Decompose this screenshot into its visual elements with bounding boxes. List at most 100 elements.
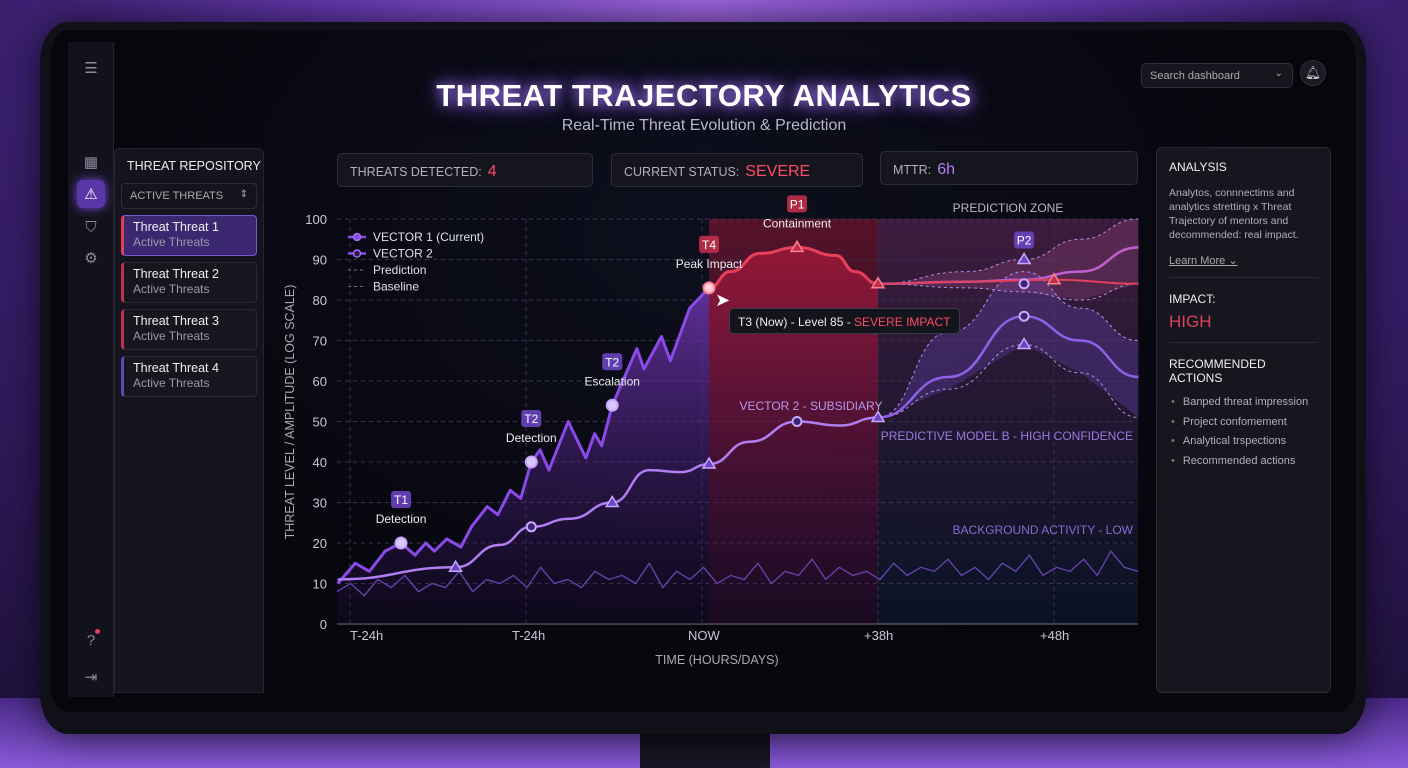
annotation-label: Peak Impact: [676, 257, 743, 271]
learn-more-link[interactable]: Learn More ⌄: [1169, 254, 1318, 267]
repository-title: THREAT REPOSITORY: [127, 159, 261, 173]
x-tick-label: +48h: [1040, 628, 1069, 643]
x-tick-label: +38h: [864, 628, 893, 643]
y-axis-label: THREAT LEVEL / AMPLITUDE (LOG SCALE): [283, 285, 297, 540]
threat-filter-select[interactable]: ACTIVE THREATS ⇕: [121, 183, 257, 209]
threat-subtitle: Active Threats: [133, 329, 210, 343]
annotation-tag-box: [1014, 231, 1035, 249]
data-point-triangle: [604, 495, 620, 508]
impact-label: IMPACT:: [1169, 292, 1216, 306]
threat-list-item[interactable]: Threat Threat 3 Active Threats: [121, 309, 257, 350]
data-point-triangle: [701, 456, 717, 469]
critical-area: [709, 247, 878, 624]
learn-more-label: Learn More: [1169, 255, 1226, 267]
threat-title: Threat Threat 3: [133, 314, 219, 328]
annotation-label: Detection: [376, 512, 427, 526]
annotation-tag: T1: [394, 493, 408, 507]
search-input[interactable]: Search dashboard ⌄: [1141, 63, 1293, 88]
action-item[interactable]: Project confomement: [1171, 413, 1318, 433]
baseline-line: [336, 549, 1139, 597]
predictive-model-label: PREDICTIVE MODEL B - HIGH CONFIDENCE: [881, 429, 1133, 443]
mttr-card: MTTR: 6h: [880, 151, 1138, 185]
x-tick-label: NOW: [688, 628, 721, 643]
shield-icon[interactable]: ⛉: [85, 218, 97, 236]
legend-entry: Prediction: [373, 263, 426, 277]
analysis-text: Analytos, connnectims and analytics stre…: [1169, 187, 1299, 241]
prediction-upper-line: [877, 271, 1139, 418]
data-point-circle: [791, 416, 803, 427]
y-tick-label: 100: [305, 212, 327, 227]
filter-value: ACTIVE THREATS: [130, 190, 224, 202]
data-point-triangle: [789, 239, 805, 253]
tooltip-severity: SEVERE IMPACT: [854, 315, 951, 329]
threat-list-item[interactable]: Threat Threat 4 Active Threats: [121, 356, 257, 397]
prediction-lower-line: [877, 283, 1139, 301]
bell-icon[interactable]: 🔔︎: [1300, 60, 1326, 86]
analysis-panel: ANALYSIS Analytos, connnectims and analy…: [1156, 147, 1331, 693]
annotation-tag: T2: [524, 412, 538, 426]
prediction-zone-label: PREDICTION ZONE: [953, 201, 1064, 215]
menu-icon[interactable]: ☰: [84, 60, 98, 77]
annotation-tag-box: [391, 491, 412, 508]
annotation-tag-box: [699, 235, 720, 253]
y-tick-label: 70: [313, 334, 327, 349]
annotation-label: Containment: [763, 216, 832, 230]
threat-subtitle: Active Threats: [133, 282, 210, 296]
page-subtitle: Real-Time Threat Evolution & Prediction: [561, 117, 847, 134]
annotation-label: Escalation: [585, 374, 640, 388]
data-point-circle: [1018, 278, 1030, 290]
chevron-down-icon: ⌄: [1228, 255, 1238, 267]
y-tick-label: 50: [313, 415, 327, 430]
threats-label: THREATS DETECTED:: [350, 165, 482, 179]
annotation-tag: P1: [790, 197, 805, 211]
analysis-title: ANALYSIS: [1169, 160, 1227, 174]
vector1-area: [337, 287, 710, 624]
icon-rail: ☰ ▦ ⚠ ⛉ ⚙ ? ⇥: [68, 42, 114, 697]
prediction-band: [878, 271, 1139, 418]
status-label: CURRENT STATUS:: [624, 165, 740, 179]
annotation-tag-box: [521, 410, 542, 427]
threat-subtitle: Active Threats: [133, 376, 210, 390]
legend-entry: VECTOR 2: [373, 247, 433, 261]
threat-title: Threat Threat 1: [133, 220, 219, 234]
divider: [1169, 277, 1318, 278]
legend-swatch-marker: [352, 249, 362, 258]
action-item[interactable]: Banped threat impression: [1171, 393, 1318, 413]
divider: [1169, 342, 1318, 343]
page-title: THREAT TRAJECTORY ANALYTICS: [436, 78, 972, 113]
threat-list-item[interactable]: Threat Threat 1 Active Threats: [121, 215, 257, 256]
grid-icon[interactable]: ▦: [83, 154, 99, 171]
updown-icon: ⇕: [239, 189, 248, 200]
alert-icon[interactable]: ⚠: [77, 180, 105, 208]
data-point-triangle: [1016, 337, 1032, 350]
status-value: SEVERE: [745, 163, 811, 180]
logout-icon[interactable]: ⇥: [84, 669, 98, 686]
threat-repository: THREAT REPOSITORY ACTIVE THREATS ⇕ Threat…: [114, 148, 264, 693]
help-icon[interactable]: ?: [77, 626, 105, 654]
data-point-circle: [524, 455, 538, 469]
action-item[interactable]: Analytical trspections: [1171, 432, 1318, 452]
threat-title: Threat Threat 2: [133, 267, 219, 281]
y-tick-label: 90: [313, 253, 327, 268]
gear-icon[interactable]: ⚙: [84, 250, 98, 267]
y-tick-label: 20: [313, 536, 327, 551]
threats-value: 4: [487, 163, 497, 180]
data-point-triangle: [1046, 272, 1062, 285]
annotation-tag-box: [602, 353, 623, 371]
impact-value: HIGH: [1169, 312, 1212, 331]
data-point-triangle: [870, 409, 886, 423]
data-point-circle: [1018, 310, 1030, 322]
data-point-triangle: [1016, 252, 1032, 265]
prediction-v1-critical-line: [877, 278, 1139, 285]
action-item[interactable]: Recommended actions: [1171, 452, 1318, 472]
prediction-upper-line: [877, 218, 1139, 285]
annotation-label: Detection: [506, 431, 557, 445]
threat-list-item[interactable]: Threat Threat 2 Active Threats: [121, 262, 257, 303]
threat-subtitle: Active Threats: [133, 235, 210, 249]
legend-swatch-marker: [352, 232, 362, 242]
vector2-label: VECTOR 2 - SUBSIDIARY: [740, 399, 883, 413]
annotation-tag-box: [787, 195, 808, 213]
vector1-line: [336, 286, 711, 585]
y-tick-label: 0: [320, 617, 327, 632]
